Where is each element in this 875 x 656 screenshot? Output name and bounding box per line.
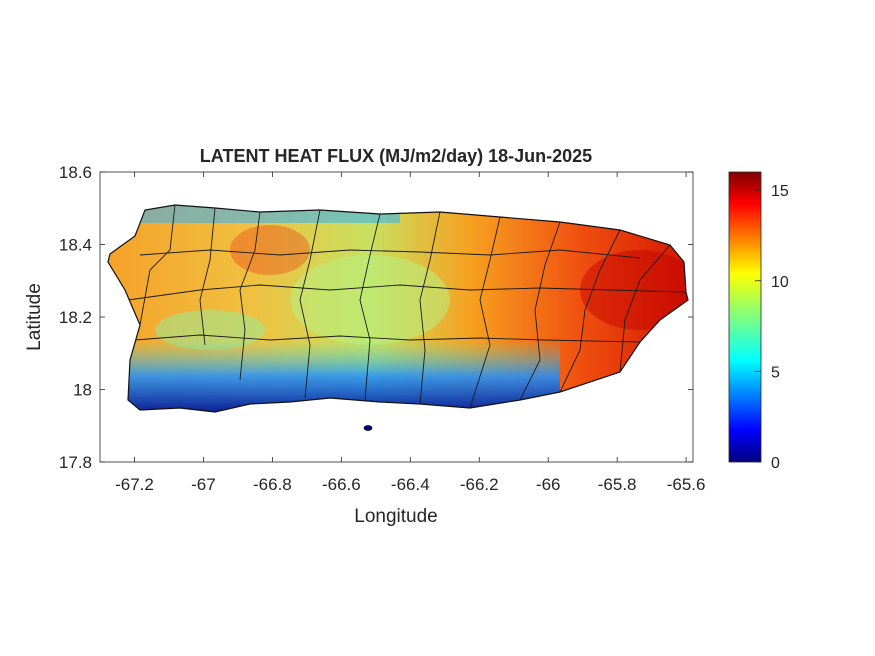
y-axis-label: Latitude (24, 283, 45, 351)
caja-de-muertos-island (363, 425, 373, 431)
x-tick-label: -65.6 (667, 475, 706, 494)
colorbar-ticks: 0 5 10 15 (755, 183, 789, 472)
coastline (107, 204, 689, 413)
heat-field (107, 204, 689, 431)
municipality-boundaries (127, 205, 687, 409)
x-tick-label: -66.8 (253, 475, 292, 494)
y-tick-label: 17.8 (59, 453, 92, 472)
colorbar-tick-label: 10 (771, 274, 789, 291)
x-tick-label: -65.8 (598, 475, 637, 494)
y-tick-label: 18.6 (59, 163, 92, 182)
x-axis-label: Longitude (354, 506, 437, 527)
x-tick-label: -66.2 (460, 475, 499, 494)
colorbar-tick-label: 5 (771, 364, 780, 381)
x-axis-ticks: -67.2 -67 -66.8 -66.6 -66.4 -66.2 -66 -65.8 -65.… (115, 172, 705, 494)
x-tick-label: -66 (536, 475, 561, 494)
y-tick-label: 18 (73, 381, 92, 400)
x-tick-label: -67.2 (115, 475, 154, 494)
x-tick-label: -67 (191, 475, 216, 494)
x-tick-label: -66.6 (322, 475, 361, 494)
colorbar-tick-label: 15 (771, 183, 789, 200)
colorbar-tick-label: 0 (771, 455, 780, 472)
chart-title: LATENT HEAT FLUX (MJ/m2/day) 18-Jun-2025 (200, 146, 592, 166)
y-axis-ticks: 17.8 18 18.2 18.4 18.6 (59, 163, 693, 472)
colorbar (728, 171, 762, 463)
y-tick-label: 18.2 (59, 308, 92, 327)
y-tick-label: 18.4 (59, 236, 92, 255)
x-tick-label: -66.4 (391, 475, 430, 494)
